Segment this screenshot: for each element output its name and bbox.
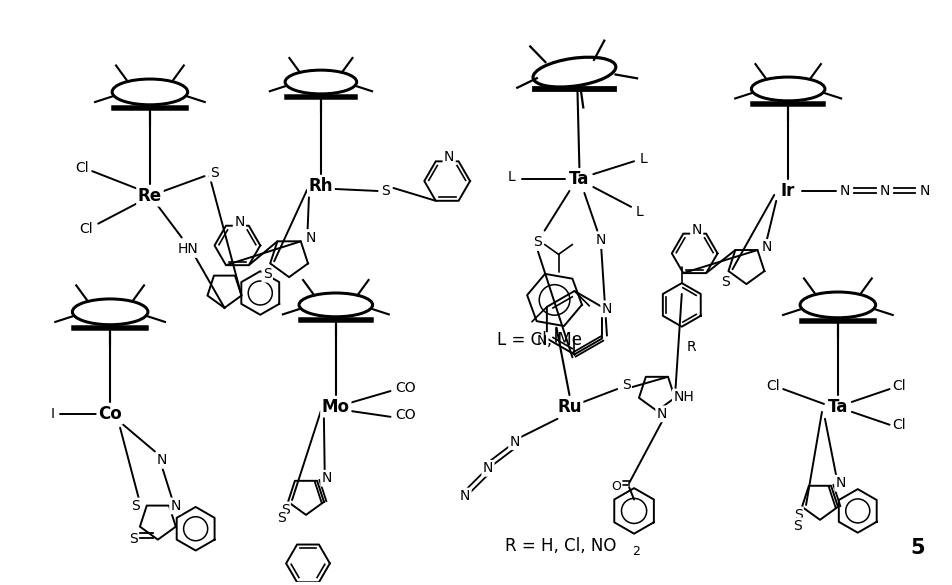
Text: Cl: Cl bbox=[893, 379, 906, 393]
Text: N: N bbox=[483, 462, 493, 476]
Text: Re: Re bbox=[138, 187, 162, 205]
Text: N: N bbox=[157, 453, 167, 467]
Text: S: S bbox=[794, 508, 803, 522]
Text: Ru: Ru bbox=[557, 398, 582, 416]
Text: CO: CO bbox=[395, 381, 416, 395]
Text: NH: NH bbox=[673, 390, 694, 404]
Text: R = H, Cl, NO: R = H, Cl, NO bbox=[505, 536, 616, 555]
Text: O: O bbox=[611, 480, 621, 493]
Text: Co: Co bbox=[98, 405, 122, 423]
Text: HN: HN bbox=[177, 242, 198, 256]
Text: Rh: Rh bbox=[308, 177, 333, 195]
Text: L: L bbox=[508, 170, 516, 184]
Text: N: N bbox=[836, 476, 846, 490]
Text: Ir: Ir bbox=[781, 182, 795, 200]
Text: L = Cl, Me: L = Cl, Me bbox=[497, 331, 582, 349]
Text: S: S bbox=[281, 503, 289, 517]
Text: Cl: Cl bbox=[893, 418, 906, 432]
Text: N: N bbox=[444, 150, 454, 164]
Text: N: N bbox=[537, 333, 547, 347]
Text: S: S bbox=[131, 499, 140, 513]
Text: N: N bbox=[691, 223, 702, 236]
Text: Mo: Mo bbox=[322, 398, 349, 416]
Text: N: N bbox=[840, 184, 850, 198]
Text: I: I bbox=[50, 407, 54, 421]
Text: L: L bbox=[639, 152, 647, 166]
Text: N: N bbox=[322, 472, 332, 485]
Text: Cl: Cl bbox=[766, 379, 780, 393]
Text: N: N bbox=[880, 184, 890, 198]
Text: N: N bbox=[763, 240, 772, 254]
Text: N: N bbox=[509, 435, 520, 449]
Text: Ta: Ta bbox=[827, 398, 848, 416]
Text: S: S bbox=[263, 267, 271, 281]
Text: N: N bbox=[602, 302, 612, 316]
Text: S: S bbox=[533, 236, 542, 249]
Text: N: N bbox=[170, 499, 181, 513]
Text: S: S bbox=[793, 519, 802, 533]
Text: S: S bbox=[129, 532, 137, 546]
Text: S: S bbox=[622, 378, 630, 392]
Text: 5: 5 bbox=[910, 538, 924, 558]
Text: N: N bbox=[234, 215, 245, 229]
Text: Cl: Cl bbox=[75, 161, 89, 175]
Text: N: N bbox=[596, 233, 606, 247]
Text: S: S bbox=[210, 166, 219, 180]
Text: N: N bbox=[460, 489, 470, 503]
Text: S: S bbox=[722, 275, 730, 289]
Text: S: S bbox=[277, 511, 286, 525]
Text: R: R bbox=[687, 340, 697, 355]
Text: S: S bbox=[381, 184, 390, 198]
Text: 2: 2 bbox=[632, 545, 640, 558]
Text: Cl: Cl bbox=[79, 222, 93, 236]
Text: N: N bbox=[657, 407, 667, 421]
Text: Ta: Ta bbox=[569, 170, 589, 188]
Text: CO: CO bbox=[395, 408, 416, 422]
Text: L: L bbox=[635, 205, 643, 219]
Text: N: N bbox=[920, 184, 929, 198]
Text: N: N bbox=[306, 230, 316, 245]
